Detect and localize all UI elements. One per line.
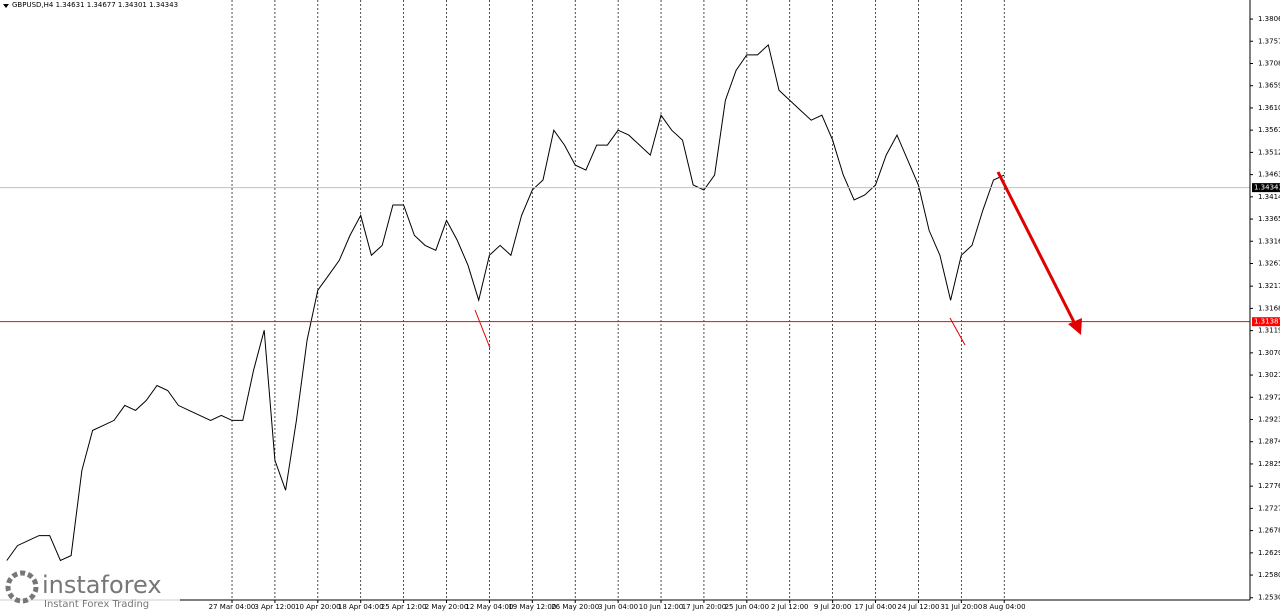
y-tick-label: 1.27760: [1258, 482, 1280, 490]
y-tick-label: 1.28250: [1258, 460, 1280, 468]
y-tick-label: 1.33160: [1258, 237, 1280, 245]
last-price-box: [1252, 183, 1280, 193]
y-tick-label: 1.26290: [1258, 549, 1280, 557]
y-tick-label: 1.30210: [1258, 371, 1280, 379]
x-tick-label: 3 Jun 04:00: [598, 603, 638, 611]
x-tick-label: 12 May 04:00: [465, 603, 513, 611]
annotation-ticks: [474, 309, 966, 349]
y-tick-label: 1.33650: [1258, 215, 1280, 223]
last-price-label: 1.34343: [1254, 184, 1280, 192]
symbol-icon: [3, 4, 9, 8]
level-box: [1252, 317, 1280, 327]
y-tick-label: 1.34630: [1258, 171, 1280, 179]
y-tick-label: 1.30700: [1258, 349, 1280, 357]
x-tick-label: 25 Jun 04:00: [725, 603, 769, 611]
x-tick-label: 8 Aug 04:00: [983, 603, 1026, 611]
y-tick-label: 1.25300: [1258, 594, 1280, 602]
logo-icon: [5, 570, 39, 604]
arrow-shaft: [996, 171, 1078, 327]
y-tick-label: 1.25800: [1258, 571, 1280, 579]
forecast-arrow: [996, 171, 1082, 335]
x-tick-label: 17 Jul 04:00: [855, 603, 897, 611]
y-tick-label: 1.28740: [1258, 438, 1280, 446]
x-tick-label: 2 May 20:00: [425, 603, 469, 611]
y-tick-label: 1.35610: [1258, 126, 1280, 134]
x-tick-label: 2 Jul 12:00: [771, 603, 809, 611]
watermark: instaforex Instant Forex Trading: [0, 568, 180, 613]
x-tick-label: 10 Jun 12:00: [639, 603, 683, 611]
y-tick-label: 1.26780: [1258, 527, 1280, 535]
x-tick-label: 24 Jul 12:00: [897, 603, 939, 611]
x-tick-label: 31 Jul 20:00: [940, 603, 982, 611]
x-tick-label: 19 May 12:00: [508, 603, 556, 611]
y-tick-label: 1.37080: [1258, 59, 1280, 67]
level-label: 1.31387: [1254, 318, 1280, 326]
x-tick-label: 18 Apr 04:00: [338, 603, 384, 611]
y-tick-label: 1.37570: [1258, 37, 1280, 45]
y-tick-label: 1.34140: [1258, 193, 1280, 201]
x-tick-label: 3 Apr 12:00: [254, 603, 295, 611]
y-tick-label: 1.32170: [1258, 282, 1280, 290]
y-tick-label: 1.27270: [1258, 504, 1280, 512]
plot: [0, 43, 1250, 562]
y-tick-label: 1.35120: [1258, 148, 1280, 156]
x-tick-label: 10 Apr 20:00: [295, 603, 341, 611]
y-tick-label: 1.36100: [1258, 104, 1280, 112]
brand: instaforex: [42, 571, 162, 599]
x-tick-label: 26 May 20:00: [551, 603, 599, 611]
y-tick-label: 1.32670: [1258, 259, 1280, 267]
y-tick-label: 1.31190: [1258, 327, 1280, 335]
arrow-head: [1068, 318, 1082, 335]
y-tick-label: 1.36590: [1258, 82, 1280, 90]
x-tick-label: 27 Mar 04:00: [209, 603, 256, 611]
price-line: [6, 43, 1005, 562]
y-tick-label: 1.29720: [1258, 393, 1280, 401]
chart-title: GBPUSD,H4 1.34631 1.34677 1.34301 1.3434…: [12, 1, 178, 9]
grid: [231, 0, 1005, 600]
x-tick-label: 9 Jul 20:00: [814, 603, 852, 611]
x-tick-label: 25 Apr 12:00: [381, 603, 427, 611]
x-tick-label: 17 Jun 20:00: [682, 603, 726, 611]
y-tick-label: 1.31680: [1258, 304, 1280, 312]
y-tick-label: 1.38060: [1258, 15, 1280, 23]
tagline: Instant Forex Trading: [44, 599, 149, 610]
y-tick-label: 1.29230: [1258, 416, 1280, 424]
